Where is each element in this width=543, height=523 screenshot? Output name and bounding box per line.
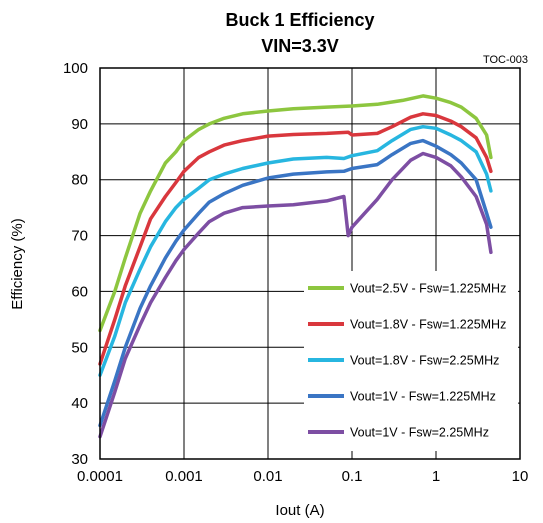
series-line [98,94,493,333]
legend-label: Vout=1V - Fsw=2.25MHz [350,426,489,440]
y-tick-label: 40 [71,395,88,412]
series-line [98,138,493,428]
legend-label: Vout=1.8V - Fsw=1.225MHz [350,318,506,332]
chart-subtitle: VIN=3.3V [261,36,339,56]
y-axis-ticks: 30 40 50 60 70 80 90 100 [63,60,88,468]
x-tick-label: 0.1 [342,468,363,485]
x-tick-label: 1 [432,468,440,485]
legend: Vout=2.5V - Fsw=1.225MHz Vout=1.8V - Fsw=… [304,271,518,451]
y-tick-label: 60 [71,283,88,300]
chart-tag: TOC-003 [483,54,528,66]
y-tick-label: 30 [71,451,88,468]
series-line [98,124,493,377]
y-tick-label: 50 [71,339,88,356]
x-axis-label: Iout (A) [275,502,324,519]
y-tick-label: 70 [71,228,88,245]
legend-label: Vout=2.5V - Fsw=1.225MHz [350,282,506,296]
x-tick-label: 0.01 [253,468,282,485]
y-tick-label: 90 [71,116,88,133]
y-tick-label: 80 [71,172,88,189]
y-axis-label: Efficiency (%) [9,218,26,309]
chart-title: Buck 1 Efficiency [225,10,374,30]
series-lines [98,94,493,439]
plot-border [99,67,521,460]
x-tick-label: 10 [512,468,529,485]
x-tick-label: 0.001 [165,468,203,485]
legend-label: Vout=1V - Fsw=1.225MHz [350,390,496,404]
x-tick-label: 0.0001 [77,468,123,485]
series-line [98,151,493,439]
legend-label: Vout=1.8V - Fsw=2.25MHz [350,354,499,368]
series-line [98,112,493,366]
x-axis-ticks: 0.0001 0.001 0.01 0.1 1 10 [77,468,528,485]
y-tick-label: 100 [63,60,88,77]
